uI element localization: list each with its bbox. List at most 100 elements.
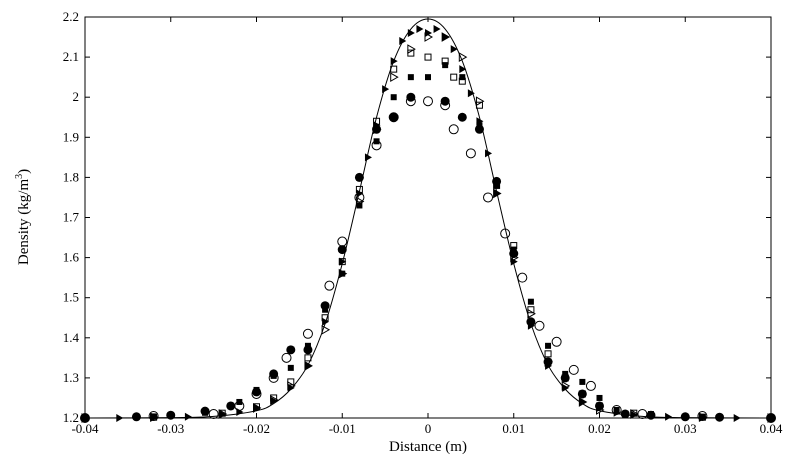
data-point-open-circle <box>234 400 245 411</box>
data-point-open-circle <box>637 408 648 419</box>
data-point-filled-circle <box>166 410 176 420</box>
data-point-filled-triangle <box>382 85 390 94</box>
data-point-open-square <box>287 378 295 386</box>
data-point-filled-square <box>407 74 414 81</box>
data-point-filled-circle <box>766 413 776 423</box>
data-point-filled-circle <box>560 373 570 383</box>
y-axis: 1.2 1.3 1.4 1.5 1.6 1.7 1.8 1.9 2 2.1 2.2 <box>63 9 771 425</box>
data-point-filled-square <box>356 202 363 209</box>
data-point-filled-square <box>596 394 603 401</box>
data-point-filled-triangle <box>665 412 673 421</box>
x-axis-title: Distance (m) <box>389 439 467 455</box>
data-point-filled-square <box>150 413 157 420</box>
y-tick-label: 1.8 <box>63 169 79 184</box>
data-point-filled-triangle <box>579 397 587 406</box>
data-point-open-square <box>270 394 278 402</box>
data-point-filled-triangle <box>450 45 458 54</box>
y-tick-label: 1.5 <box>63 290 79 305</box>
data-point-open-triangle <box>458 52 468 62</box>
data-point-filled-circle <box>620 409 630 419</box>
data-point-open-square <box>304 354 312 362</box>
series-line <box>84 18 772 419</box>
data-point-open-circle <box>517 272 528 283</box>
y-axis-title: Density (kg/m3) <box>14 169 32 265</box>
data-point-filled-circle <box>389 112 399 122</box>
data-point-filled-triangle <box>485 149 493 158</box>
data-point-filled-circle <box>715 412 725 422</box>
data-point-filled-circle <box>457 112 467 122</box>
y-axis-title-main: Density (kg/m <box>16 179 32 266</box>
data-point-filled-square <box>579 378 586 385</box>
series-line <box>84 18 772 419</box>
data-point-open-circle <box>148 410 159 421</box>
data-point-open-circle <box>551 336 562 347</box>
y-tick-label: 1.7 <box>63 210 80 225</box>
y-tick-label: 1.9 <box>63 129 79 144</box>
x-tick-label: 0.03 <box>674 421 697 436</box>
data-series <box>80 18 777 423</box>
data-point-filled-triangle <box>459 65 467 74</box>
data-point-filled-triangle <box>339 257 347 266</box>
data-point-filled-triangle <box>399 37 407 46</box>
data-point-open-circle <box>423 96 433 107</box>
data-point-open-circle <box>281 352 292 363</box>
data-point-open-circle <box>324 280 335 291</box>
series-open-circle <box>80 96 776 423</box>
y-tick-label: 2.2 <box>63 9 79 24</box>
data-point-filled-circle <box>303 345 313 355</box>
data-point-open-triangle <box>493 188 502 199</box>
data-point-open-circle <box>354 192 365 203</box>
data-point-open-circle <box>568 364 579 375</box>
x-tick-label: -0.02 <box>243 421 270 436</box>
x-axis: -0.04 -0.03 -0.02 -0.01 0 0.01 0.02 0.03 0.04 <box>71 17 783 436</box>
data-point-open-triangle <box>475 96 485 107</box>
y-tick-label: 1.2 <box>63 410 79 425</box>
data-point-filled-triangle <box>407 29 415 38</box>
data-point-open-square <box>373 117 381 125</box>
data-point-open-triangle <box>561 381 571 391</box>
data-point-open-square <box>355 185 363 193</box>
data-point-open-circle <box>268 372 279 383</box>
data-point-filled-square <box>613 406 620 413</box>
data-point-open-square <box>630 409 638 417</box>
data-point-filled-circle <box>526 317 536 327</box>
data-point-open-circle <box>371 140 382 151</box>
data-point-open-circle <box>465 148 476 159</box>
data-point-filled-square <box>442 62 449 69</box>
y-axis-title-superscript: 3 <box>14 174 25 179</box>
data-point-filled-triangle <box>493 189 501 198</box>
y-tick-label: 2.1 <box>63 49 79 64</box>
data-point-filled-circle <box>80 413 90 423</box>
data-point-filled-triangle <box>510 257 518 266</box>
data-point-filled-triangle <box>416 25 424 34</box>
x-tick-label: 0.02 <box>588 421 611 436</box>
data-point-open-triangle <box>407 44 416 54</box>
x-tick-label: -0.03 <box>157 421 184 436</box>
x-tick-label: 0 <box>425 421 432 436</box>
data-point-open-circle <box>611 404 622 415</box>
data-point-open-square <box>424 53 432 61</box>
data-point-open-triangle <box>390 72 399 83</box>
data-point-filled-triangle <box>184 412 192 421</box>
data-point-open-circle <box>337 236 348 247</box>
y-tick-label: 1.3 <box>63 370 79 385</box>
x-tick-label: 0.01 <box>502 421 525 436</box>
data-point-open-circle <box>388 112 399 123</box>
series-filled-circle <box>80 92 776 423</box>
data-point-filled-circle <box>543 357 553 367</box>
data-point-open-circle <box>302 328 313 339</box>
y-tick-label: 1.4 <box>63 330 80 345</box>
data-point-open-circle <box>697 410 708 421</box>
data-point-filled-triangle <box>116 414 124 422</box>
data-point-filled-triangle <box>390 57 398 66</box>
data-point-open-square <box>338 258 346 266</box>
data-point-filled-triangle <box>425 29 432 38</box>
data-point-open-square <box>450 73 458 81</box>
data-point-filled-circle <box>286 345 296 355</box>
data-point-filled-circle <box>646 410 656 420</box>
data-point-filled-triangle <box>442 33 450 42</box>
data-point-open-triangle <box>287 381 296 391</box>
data-point-filled-triangle <box>364 153 372 162</box>
data-point-filled-square <box>287 364 294 371</box>
